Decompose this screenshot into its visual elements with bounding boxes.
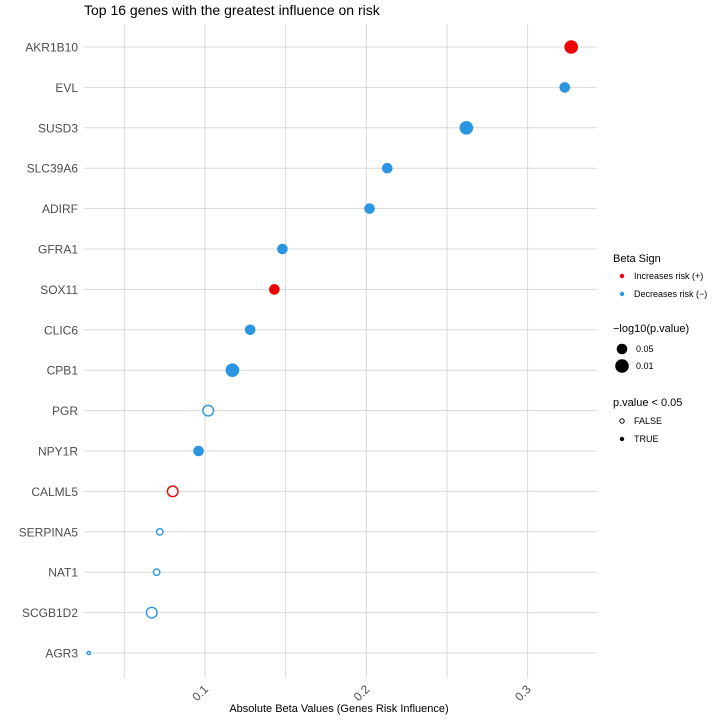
data-point-sox11 (269, 284, 280, 295)
data-point-nat1 (152, 568, 161, 577)
x-tick-label: 0.1 (189, 682, 211, 704)
legend-color-label: Increases risk (+) (634, 271, 703, 281)
data-point-adirf (364, 203, 375, 214)
y-tick-label: SCGB1D2 (22, 606, 78, 620)
data-point-pgr (202, 404, 215, 417)
data-point-evl (559, 82, 571, 93)
legend-size-title: −log10(p.value) (613, 323, 689, 335)
legend: Beta Sign Increases risk (+) Decreases ris… (613, 253, 707, 444)
data-point-npy1r (193, 445, 204, 457)
x-axis-label: Absolute Beta Values (Genes Risk Influen… (229, 703, 448, 715)
data-point-calml5 (166, 485, 179, 498)
y-tick-label: SUSD3 (38, 121, 78, 135)
legend-shape-key (619, 436, 625, 442)
legend-color-key (619, 291, 625, 297)
y-tick-label: CALML5 (31, 485, 78, 499)
y-tick-labels: AKR1B10 EVL SUSD3 SLC39A6 ADIRF GFRA1 SOX11 CLI… (19, 41, 79, 661)
legend-shape-title: p.value < 0.05 (613, 397, 682, 409)
data-point-susd3 (459, 121, 474, 135)
y-tick-label: NAT1 (48, 566, 78, 580)
y-tick-label: AKR1B10 (25, 41, 78, 55)
data-point-akr1b10 (564, 40, 578, 54)
y-tick-label: ADIRF (42, 202, 78, 216)
y-tick-label: CPB1 (47, 364, 79, 378)
legend-size-key (616, 343, 628, 355)
data-point-gfra1 (277, 243, 288, 255)
y-tick-label: SERPINA5 (19, 525, 79, 539)
data-point-agr3 (86, 650, 92, 656)
legend-color-label: Decreases risk (−) (634, 289, 707, 299)
data-point-clic6 (244, 324, 256, 336)
data-point-cpb1 (225, 363, 240, 378)
legend-size-key (615, 359, 629, 373)
y-tick-label: CLIC6 (44, 323, 78, 337)
legend-color-key (619, 273, 625, 279)
y-tick-label: SOX11 (40, 283, 78, 297)
y-tick-label: EVL (55, 81, 78, 95)
y-tick-label: GFRA1 (38, 243, 78, 257)
y-tick-label: NPY1R (38, 445, 78, 459)
legend-size-label: 0.01 (636, 361, 654, 371)
x-tick-label: 0.3 (512, 682, 534, 704)
data-points (86, 40, 578, 656)
legend-shape-key (619, 418, 625, 424)
legend-size-label: 0.05 (636, 344, 654, 354)
data-point-serpina5 (155, 527, 164, 536)
legend-color-title: Beta Sign (613, 253, 661, 265)
legend-shape-label: FALSE (634, 416, 662, 426)
legend-shape-label: TRUE (634, 434, 659, 444)
chart-title: Top 16 genes with the greatest influence… (84, 2, 381, 18)
y-tick-label: PGR (52, 404, 78, 418)
y-tick-label: AGR3 (45, 647, 78, 661)
data-point-slc39a6 (381, 162, 393, 174)
data-point-scgb1d2 (145, 606, 158, 619)
x-tick-labels: 0.1 0.2 0.3 (189, 682, 534, 704)
x-tick-label: 0.2 (351, 682, 373, 704)
y-tick-label: SLC39A6 (27, 162, 79, 176)
grid (84, 24, 597, 678)
